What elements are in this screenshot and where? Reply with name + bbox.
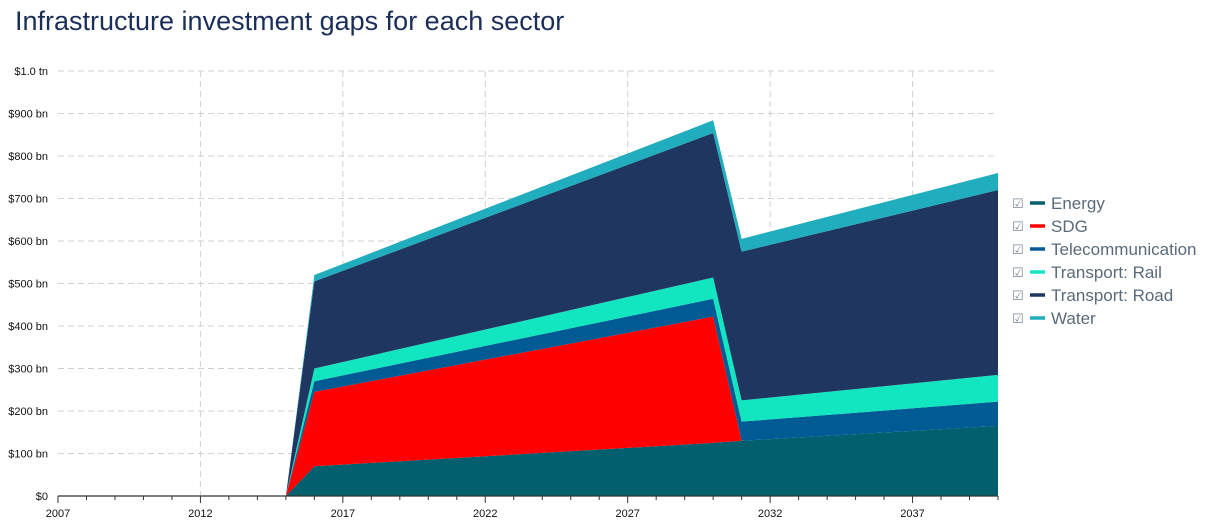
y-tick-label: $400 bn	[8, 321, 48, 333]
legend-item-energy[interactable]: ☑ Energy	[1012, 194, 1105, 213]
y-tick-label: $300 bn	[8, 364, 48, 376]
x-tick-label: 2032	[758, 508, 782, 520]
area-telecommunication[interactable]	[58, 298, 998, 496]
legend-item-sdg[interactable]: ☑ SDG	[1012, 217, 1088, 236]
chart-title: Infrastructure investment gaps for each …	[15, 6, 565, 36]
legend-item-water[interactable]: ☑ Water	[1012, 309, 1096, 328]
area-energy[interactable]	[58, 425, 998, 496]
checkbox-icon[interactable]: ☑	[1012, 220, 1024, 235]
x-tick-label: 2012	[188, 508, 212, 520]
checkbox-icon[interactable]: ☑	[1012, 243, 1024, 258]
x-tick-label: 2037	[900, 508, 924, 520]
area-transport-rail[interactable]	[58, 277, 998, 496]
legend-item-transport-rail[interactable]: ☑ Transport: Rail	[1012, 263, 1162, 282]
y-tick-label: $700 bn	[8, 194, 48, 206]
legend-label: Water	[1051, 309, 1096, 328]
area-series-group	[58, 120, 998, 497]
y-tick-label: $800 bn	[8, 151, 48, 163]
area-transport-road[interactable]	[58, 133, 998, 497]
checkbox-icon[interactable]: ☑	[1012, 197, 1024, 212]
legend-label: Telecommunication	[1051, 240, 1197, 259]
legend-item-transport-road[interactable]: ☑ Transport: Road	[1012, 286, 1173, 305]
y-tick-label: $0	[36, 491, 48, 503]
area-water[interactable]	[58, 120, 998, 497]
x-tick-label: 2027	[615, 508, 639, 520]
checkbox-icon[interactable]: ☑	[1012, 289, 1024, 304]
checkbox-icon[interactable]: ☑	[1012, 266, 1024, 281]
y-tick-label: $100 bn	[8, 449, 48, 461]
x-tick-label: 2022	[473, 508, 497, 520]
y-tick-label: $600 bn	[8, 236, 48, 248]
legend-item-telecommunication[interactable]: ☑ Telecommunication	[1012, 240, 1197, 259]
y-tick-label: $1.0 tn	[14, 66, 48, 78]
x-tick-label: 2007	[46, 508, 70, 520]
area-sdg[interactable]	[58, 316, 998, 496]
y-tick-label: $500 bn	[8, 279, 48, 291]
legend-label: Transport: Rail	[1051, 263, 1162, 282]
legend-label: Transport: Road	[1051, 286, 1173, 305]
y-tick-label: $200 bn	[8, 406, 48, 418]
axes: $0 $100 bn $200 bn $300 bn $400 bn $500 bn $60…	[8, 66, 999, 520]
x-tick-label: 2017	[331, 508, 355, 520]
y-tick-label: $900 bn	[8, 109, 48, 121]
legend[interactable]: ☑ Energy ☑ SDG ☑ Telecommunication ☑ Transport:…	[1012, 194, 1197, 328]
checkbox-icon[interactable]: ☑	[1012, 312, 1024, 327]
legend-label: SDG	[1051, 217, 1088, 236]
legend-label: Energy	[1051, 194, 1105, 213]
